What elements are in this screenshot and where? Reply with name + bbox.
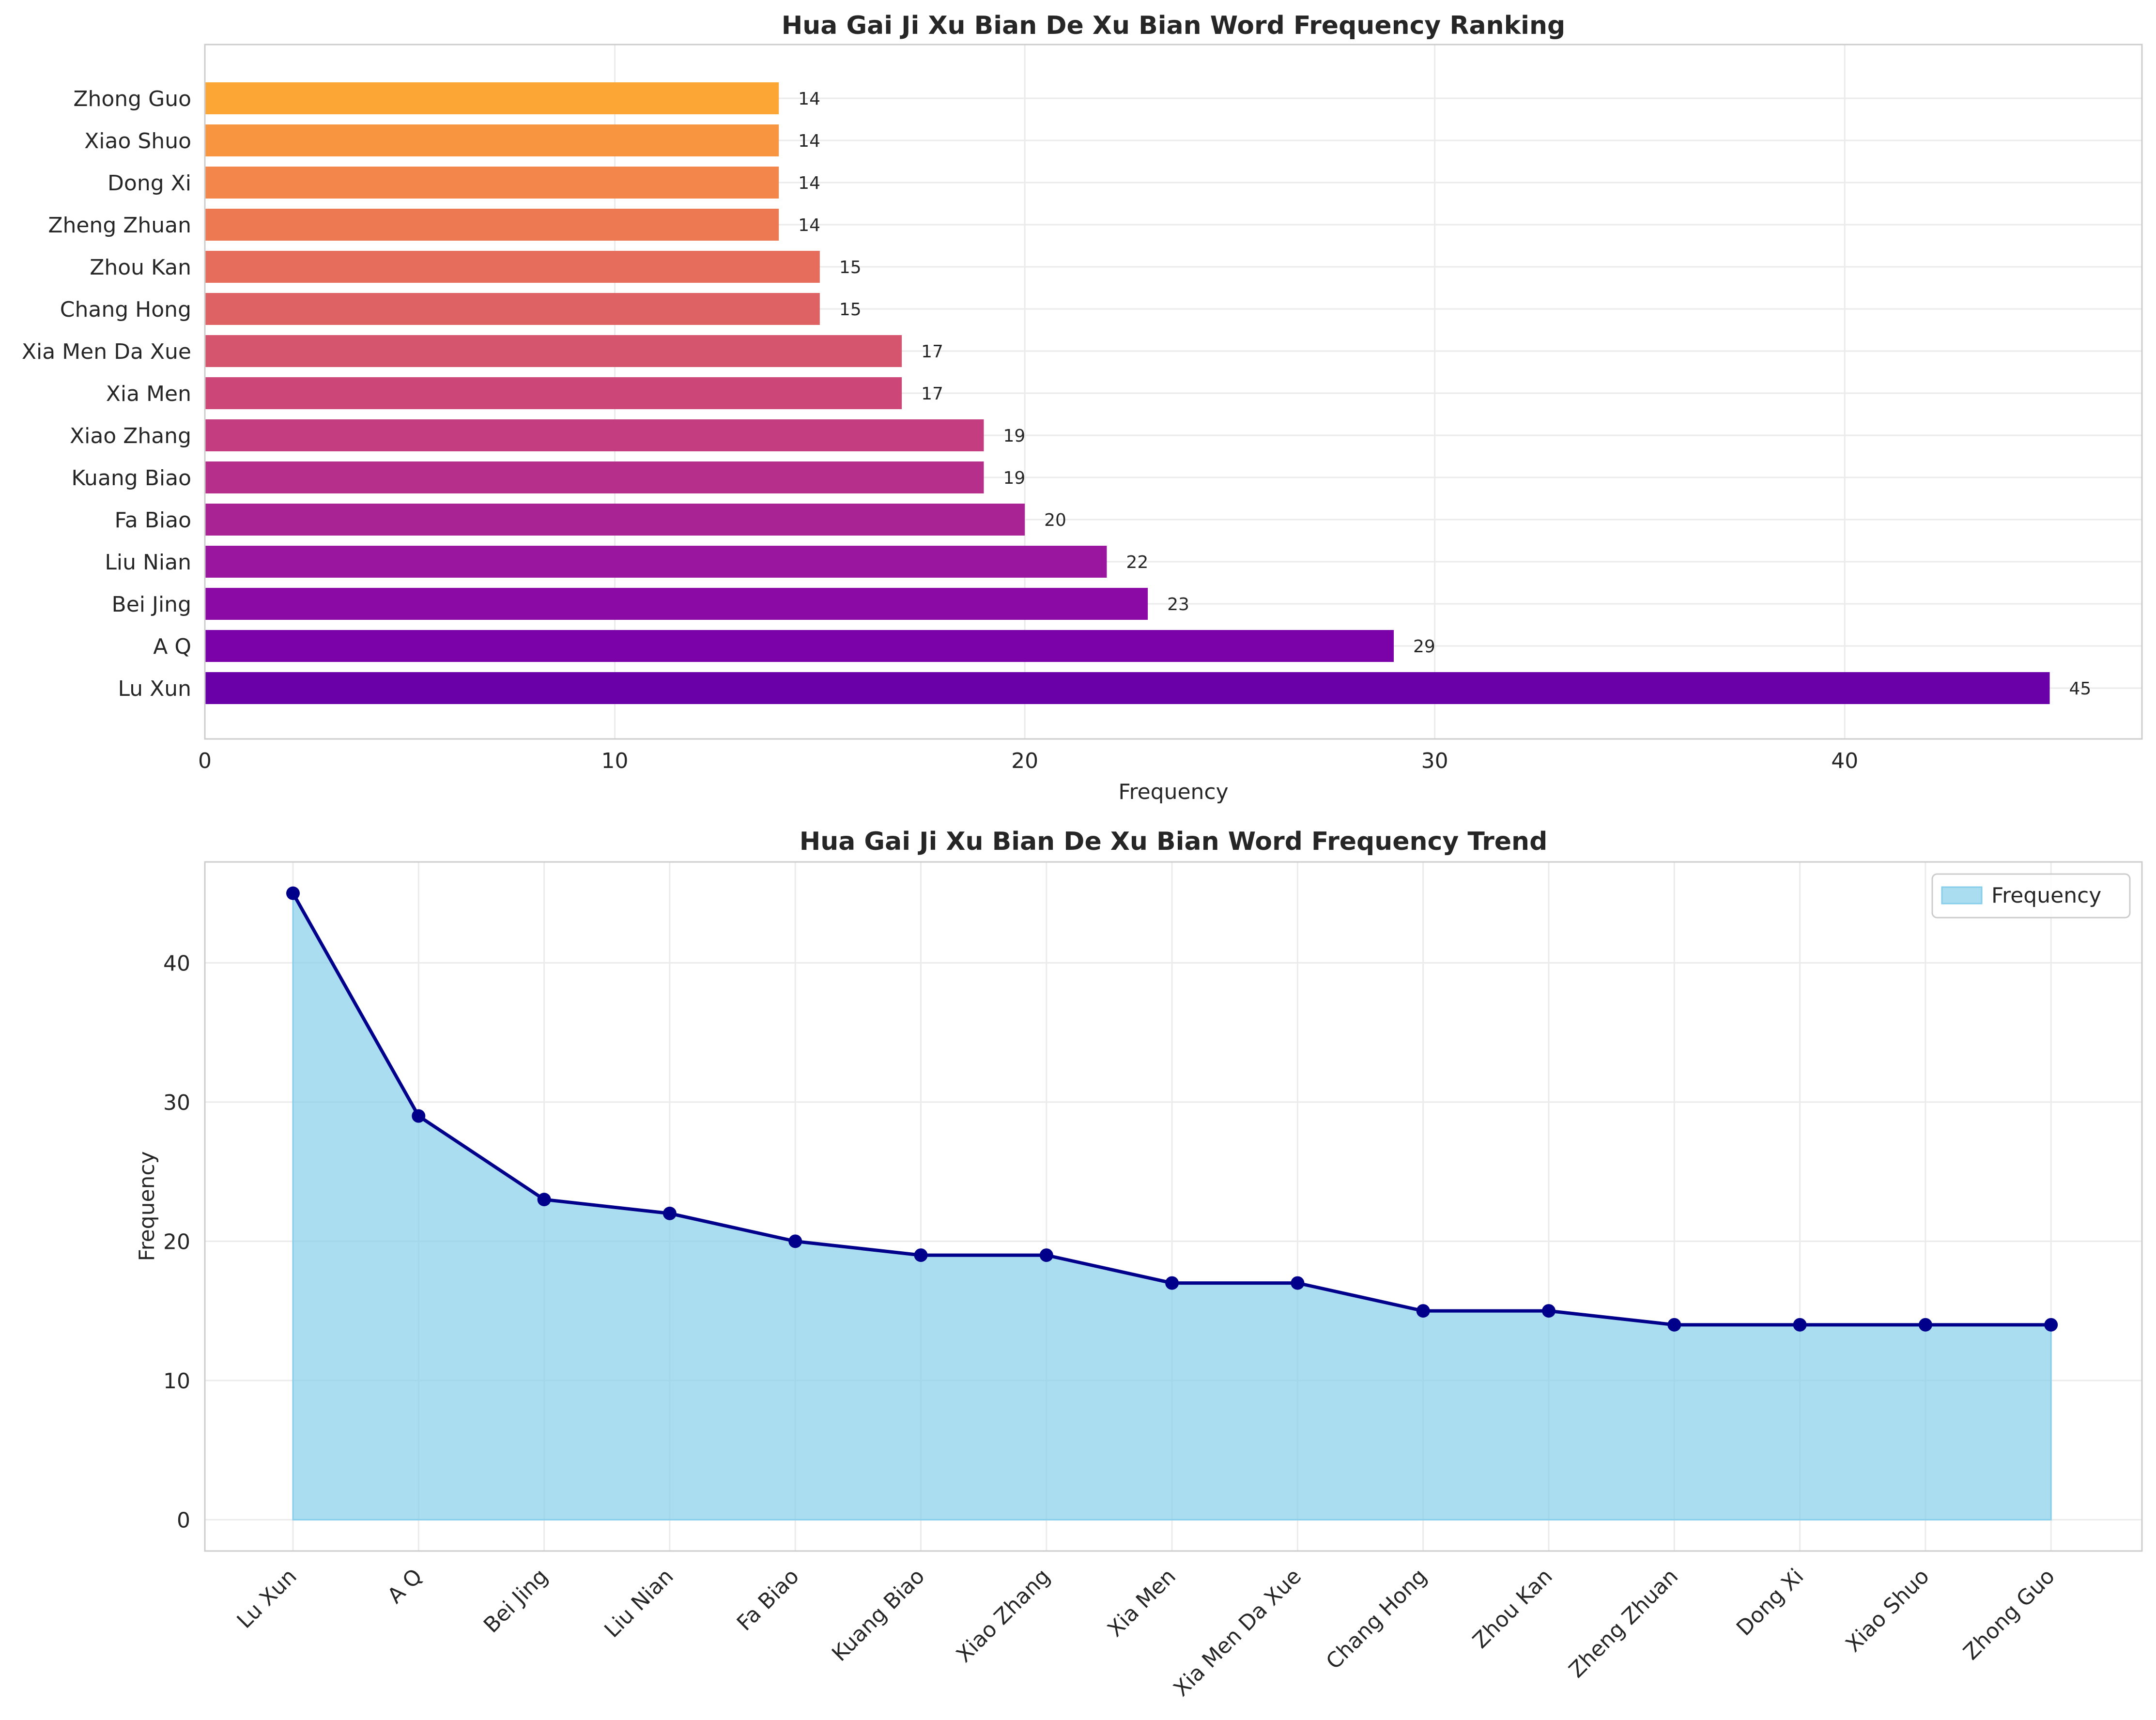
area-chart-legend: Frequency xyxy=(1931,873,2131,919)
area-y-tick-label: 40 xyxy=(163,951,190,976)
bar-zhong-guo xyxy=(205,82,779,114)
bar-xiao-zhang xyxy=(205,419,984,451)
bar-xiao-shuo xyxy=(205,124,779,156)
bar-dong-xi xyxy=(205,167,779,199)
bar-value-label: 15 xyxy=(839,300,862,320)
bar-chart-title: Hua Gai Ji Xu Bian De Xu Bian Word Frequ… xyxy=(782,11,1565,40)
bar-value-label: 22 xyxy=(1126,553,1148,572)
area-point-a-q xyxy=(412,1109,426,1123)
bar-x-tick-label: 30 xyxy=(1421,749,1448,773)
area-point-xia-men-da-xue xyxy=(1291,1276,1305,1290)
area-chart-frame xyxy=(204,861,2143,1552)
bar-value-label: 23 xyxy=(1167,595,1189,614)
area-chart-y-tick-labels: 0 10 20 30 40 xyxy=(163,951,190,1533)
bar-category-label: Xiao Zhang xyxy=(70,424,191,448)
area-y-tick-label: 30 xyxy=(163,1090,190,1115)
bar-chang-hong xyxy=(205,293,820,325)
bar-category-label: A Q xyxy=(153,634,191,659)
area-chart-points xyxy=(286,886,2058,1332)
bar-a-q xyxy=(205,630,1394,662)
area-point-zhong-guo xyxy=(2044,1318,2058,1332)
area-point-dong-xi xyxy=(1793,1318,1807,1332)
bar-chart-x-axis-label: Frequency xyxy=(1118,780,1228,804)
bar-zheng-zhuan xyxy=(205,209,779,241)
bar-xia-men xyxy=(205,377,902,409)
area-point-lu-xun xyxy=(286,886,300,900)
area-point-xiao-shuo xyxy=(1918,1318,1932,1332)
bar-category-label: Bei Jing xyxy=(112,592,191,617)
bar-value-label: 14 xyxy=(798,89,820,109)
legend-frame xyxy=(1931,873,2131,919)
bar-fa-biao xyxy=(205,504,1025,536)
bar-value-label: 20 xyxy=(1044,510,1066,530)
bar-chart-bars xyxy=(205,82,2050,704)
ranking-bar-chart: Hua Gai Ji Xu Bian De Xu Bian Word Frequ… xyxy=(22,11,2143,804)
bar-category-label: Xiao Shuo xyxy=(84,129,191,154)
bar-value-label: 17 xyxy=(921,342,943,362)
bar-value-label: 29 xyxy=(1413,637,1435,657)
bar-category-label: Liu Nian xyxy=(105,550,191,575)
bar-xia-men-da-xue xyxy=(205,335,902,367)
bar-category-label: Dong Xi xyxy=(108,171,191,196)
area-y-tick-label: 20 xyxy=(163,1229,190,1254)
legend-entry-frequency: Frequency xyxy=(1991,883,2101,908)
bar-lu-xun xyxy=(205,672,2050,704)
bar-chart-x-tick-labels: 0 10 20 30 40 xyxy=(198,749,1858,773)
bar-x-tick-label: 0 xyxy=(198,749,212,773)
bar-value-label: 14 xyxy=(798,215,820,235)
bar-category-label: Xia Men xyxy=(106,382,191,406)
legend-swatch xyxy=(1941,886,1983,905)
area-point-kuang-biao xyxy=(914,1248,928,1262)
bar-category-label: Kuang Biao xyxy=(71,466,191,491)
area-point-fa-biao xyxy=(788,1234,802,1248)
bar-chart-category-labels: Lu Xun A Q Bei Jing Liu Nian Fa Biao Kuang Bi… xyxy=(22,87,191,701)
bar-value-label: 19 xyxy=(1003,468,1025,488)
bar-chart-frame xyxy=(204,44,2143,740)
area-y-tick-label: 0 xyxy=(177,1508,190,1533)
bar-value-label: 14 xyxy=(798,131,820,151)
area-point-bei-jing xyxy=(537,1193,551,1207)
area-point-xia-men xyxy=(1165,1276,1179,1290)
bar-x-tick-label: 40 xyxy=(1831,749,1858,773)
area-y-tick-label: 10 xyxy=(163,1369,190,1394)
bar-value-label: 17 xyxy=(921,384,943,404)
area-chart-y-axis-label: Frequency xyxy=(135,1151,159,1261)
bar-value-label: 45 xyxy=(2069,679,2092,699)
bar-liu-nian xyxy=(205,546,1107,578)
bar-value-label: 19 xyxy=(1003,426,1025,446)
bar-kuang-biao xyxy=(205,461,984,493)
bar-zhou-kan xyxy=(205,251,820,283)
bar-chart-data-labels: 45 29 23 22 20 19 19 17 17 15 15 14 14 14 14 xyxy=(798,89,2091,699)
bar-category-label: Zhou Kan xyxy=(90,255,191,280)
bar-value-label: 15 xyxy=(839,258,862,277)
bar-category-label: Xia Men Da Xue xyxy=(22,339,191,364)
bar-category-label: Zhong Guo xyxy=(73,87,191,111)
bar-bei-jing xyxy=(205,588,1148,620)
area-point-chang-hong xyxy=(1416,1304,1430,1318)
bar-category-label: Zheng Zhuan xyxy=(48,213,191,238)
bar-category-label: Lu Xun xyxy=(118,676,191,701)
bar-x-tick-label: 10 xyxy=(601,749,629,773)
bar-category-label: Chang Hong xyxy=(60,297,191,322)
area-point-xiao-zhang xyxy=(1039,1248,1053,1262)
area-point-liu-nian xyxy=(662,1206,677,1220)
bar-category-label: Fa Biao xyxy=(114,508,191,533)
area-chart-title: Hua Gai Ji Xu Bian De Xu Bian Word Frequ… xyxy=(800,827,1548,856)
bar-x-tick-label: 20 xyxy=(1011,749,1038,773)
area-point-zhou-kan xyxy=(1542,1304,1555,1318)
bar-value-label: 14 xyxy=(798,173,820,193)
area-point-zheng-zhuan xyxy=(1667,1318,1681,1332)
